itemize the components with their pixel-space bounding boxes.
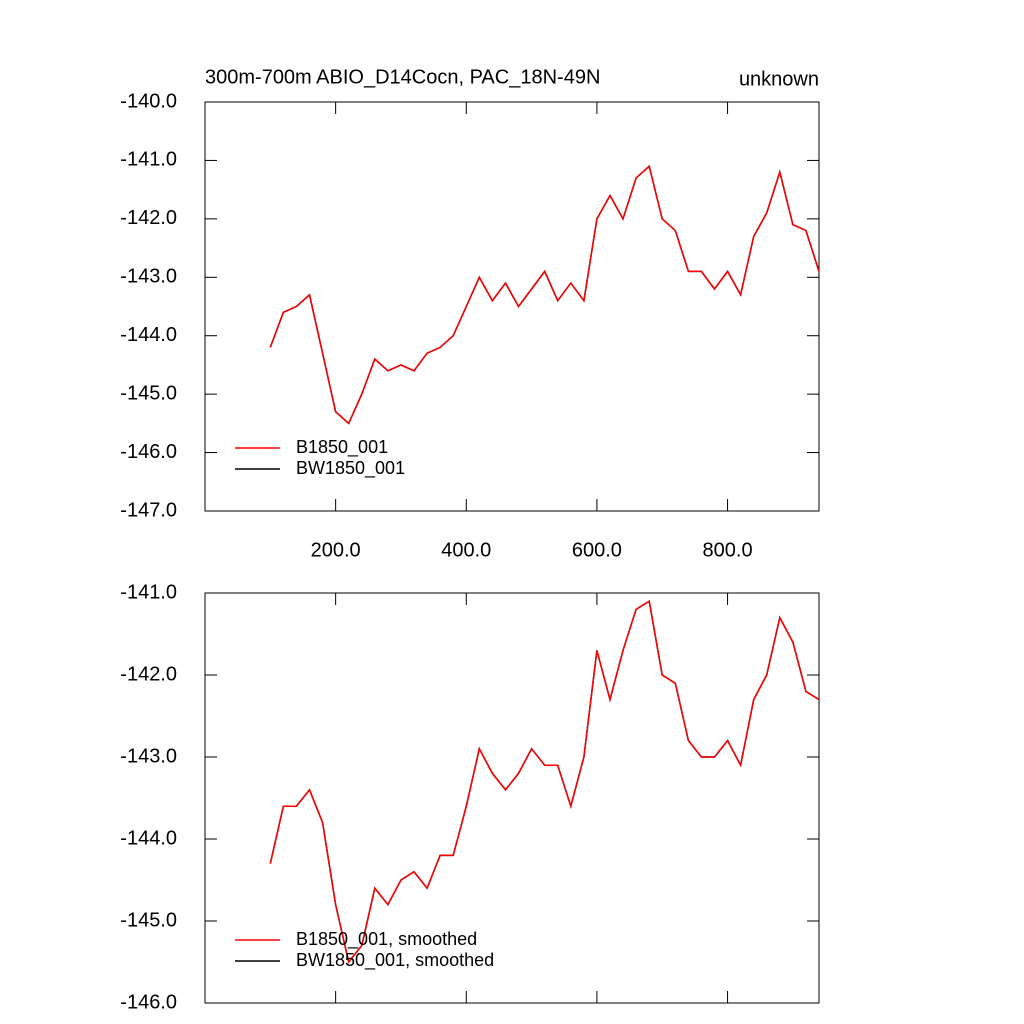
- plot-frame: [204, 101, 820, 512]
- y-tick-label: -147.0: [120, 499, 177, 521]
- y-tick-label: -144.0: [120, 324, 177, 346]
- series-line: [269, 164, 820, 425]
- y-tick-label: -146.0: [120, 441, 177, 463]
- series-line: [269, 164, 820, 425]
- legend-label: BW1850_001: [296, 458, 405, 479]
- legend-label: BW1850_001, smoothed: [296, 950, 494, 971]
- series-line: [269, 599, 820, 964]
- x-tick-label: 400.0: [441, 539, 491, 561]
- series-line: [269, 599, 820, 964]
- y-tick-label: -145.0: [120, 382, 177, 404]
- y-tick-label: -141.0: [120, 149, 177, 171]
- y-tick-label: -143.0: [120, 266, 177, 288]
- y-tick-label: -140.0: [120, 90, 177, 112]
- x-tick-label: 800.0: [703, 539, 753, 561]
- chart-subtitle: unknown: [739, 68, 819, 90]
- legend-label: B1850_001, smoothed: [296, 929, 477, 950]
- legend-label: B1850_001: [296, 437, 388, 458]
- y-tick-label: -144.0: [120, 827, 177, 849]
- chart-title: 300m-700m ABIO_D14Cocn, PAC_18N-49N: [205, 66, 600, 88]
- x-tick-label: 200.0: [311, 539, 361, 561]
- plot-frame: [204, 592, 820, 1004]
- y-tick-label: -143.0: [120, 745, 177, 767]
- y-tick-label: -142.0: [120, 663, 177, 685]
- y-tick-label: -146.0: [120, 991, 177, 1013]
- y-tick-label: -141.0: [120, 581, 177, 603]
- y-tick-label: -142.0: [120, 207, 177, 229]
- y-tick-label: -145.0: [120, 909, 177, 931]
- x-tick-label: 600.0: [572, 539, 622, 561]
